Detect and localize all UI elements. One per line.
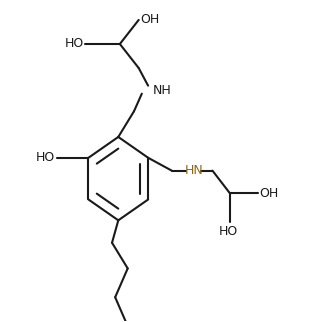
- Text: HN: HN: [184, 164, 203, 177]
- Text: OH: OH: [140, 14, 159, 26]
- Text: OH: OH: [260, 186, 279, 200]
- Text: NH: NH: [153, 84, 172, 97]
- Text: HO: HO: [65, 37, 84, 51]
- Text: HO: HO: [36, 151, 55, 164]
- Text: HO: HO: [219, 225, 238, 238]
